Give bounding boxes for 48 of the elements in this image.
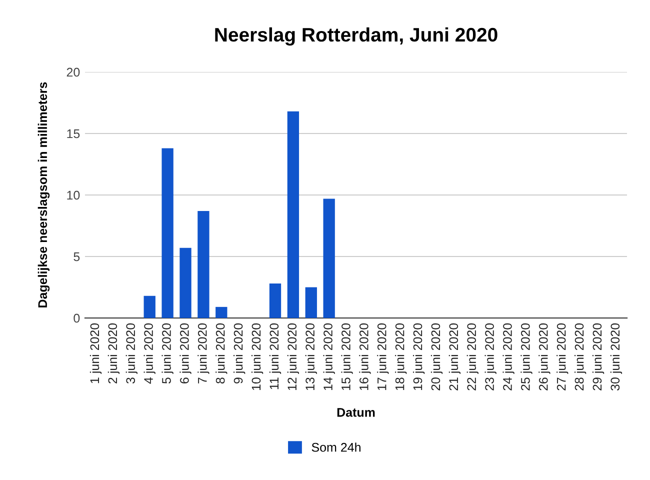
bar [198,210,210,318]
x-tick-label: 30 juni 2020 [610,323,622,390]
bar [287,111,300,318]
x-tick-label: 27 juni 2020 [556,323,568,390]
y-axis-title: Dagelijkse neerslagsom in millimeters [38,82,50,308]
x-tick-label: 12 juni 2020 [287,323,300,390]
chart-title: Neerslag Rotterdam, Juni 2020 [215,27,498,46]
y-tick-label: 15 [67,129,80,138]
x-tick-label: 4 juni 2020 [144,323,156,384]
x-tick-label: 5 juni 2020 [162,323,174,384]
y-tick-label: 10 [67,190,80,200]
y-tick-label: 20 [66,68,80,77]
x-tick-label: 1 juni 2020 [90,323,102,384]
x-tick-label: 2 juni 2020 [108,323,120,384]
bar [162,148,174,318]
x-tick-label: 20 juni 2020 [430,323,443,390]
x-tick-label: 17 juni 2020 [377,323,389,390]
x-tick-label: 6 juni 2020 [180,323,192,384]
x-tick-label: 14 juni 2020 [323,323,335,390]
x-tick-label: 3 juni 2020 [126,323,138,384]
x-tick-label: 28 juni 2020 [574,323,586,390]
x-tick-label: 11 juni 2020 [269,323,282,390]
x-tick-label: 19 juni 2020 [412,323,425,390]
legend-label: Som 24h [312,442,360,452]
x-tick-label: 22 juni 2020 [466,323,478,390]
x-tick-label: 29 juni 2020 [592,323,604,390]
x-tick-label: 18 juni 2020 [395,323,407,390]
bar [269,284,282,318]
x-tick-label: 8 juni 2020 [216,323,228,384]
bar [323,198,335,318]
x-tick-label: 9 juni 2020 [234,323,246,384]
x-tick-label: 23 juni 2020 [484,323,496,390]
x-tick-label: 7 juni 2020 [198,323,210,384]
bar [216,306,228,318]
y-tick-label: 0 [74,314,80,323]
x-tick-label: 15 juni 2020 [341,323,353,390]
x-tick-label: 25 juni 2020 [520,323,532,390]
x-tick-label: 26 juni 2020 [538,323,550,390]
x-tick-label: 13 juni 2020 [305,323,317,390]
x-tick-label: 21 juni 2020 [448,323,461,390]
bar [144,296,156,318]
bar [305,287,317,318]
x-tick-label: 16 juni 2020 [359,323,371,390]
x-tick-label: 24 juni 2020 [502,323,514,390]
y-tick-label: 5 [74,252,80,262]
bar [180,248,192,318]
x-tick-label: 10 juni 2020 [251,323,264,390]
x-axis-title: Datum [337,408,375,417]
